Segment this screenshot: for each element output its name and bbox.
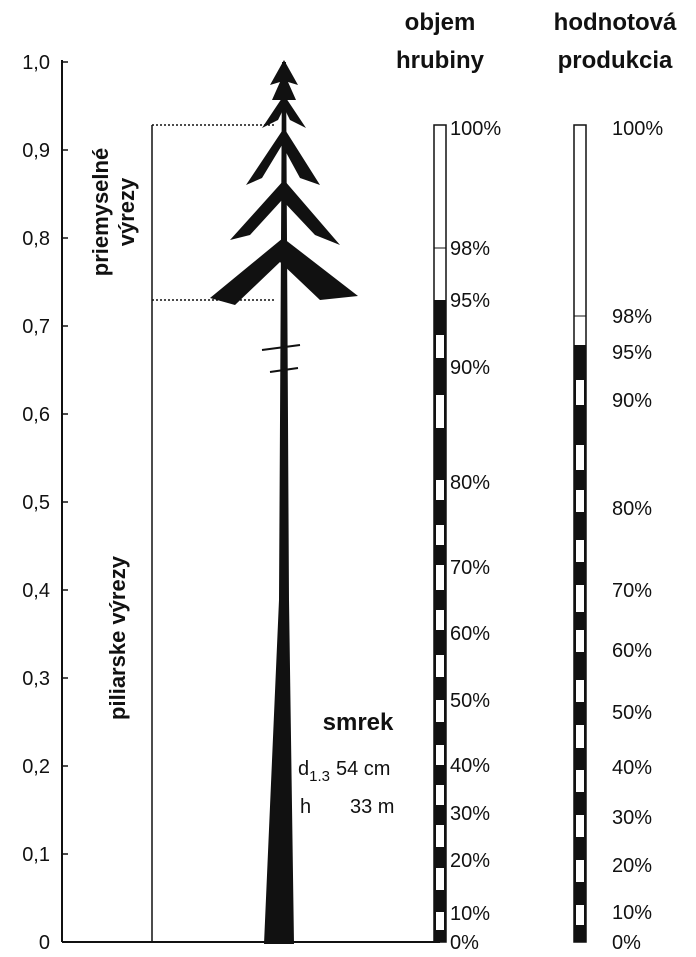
y-tick-label: 0,9 xyxy=(22,140,50,162)
tree xyxy=(210,60,358,944)
scale-white xyxy=(436,610,444,630)
scale-white xyxy=(576,905,584,925)
scale-label: 50% xyxy=(450,690,490,712)
scale-label: 60% xyxy=(612,640,652,662)
scale-label: 20% xyxy=(612,855,652,877)
scale-label: 40% xyxy=(450,755,490,777)
y-tick-label: 0,1 xyxy=(22,844,50,866)
scale-white xyxy=(576,490,584,512)
scale-white xyxy=(576,770,584,792)
scale-white xyxy=(576,585,584,612)
scale-label: 30% xyxy=(612,807,652,829)
scale-white xyxy=(436,525,444,545)
scale-label: 98% xyxy=(450,238,490,260)
scale-label: 0% xyxy=(612,932,641,954)
scale-white xyxy=(436,825,444,847)
y-tick-label: 0,3 xyxy=(22,668,50,690)
y-tick-label: 0 xyxy=(39,932,50,954)
scale-label: 80% xyxy=(450,472,490,494)
scale-label: 10% xyxy=(612,902,652,924)
y-tick-label: 0,6 xyxy=(22,404,50,426)
species: smrek xyxy=(323,709,394,736)
scale-label: 60% xyxy=(450,623,490,645)
scale-header: hodnotová xyxy=(554,9,677,36)
scale-label: 90% xyxy=(450,357,490,379)
scale-label: 0% xyxy=(450,932,479,954)
scale-white xyxy=(576,445,584,470)
scale-label: 95% xyxy=(450,290,490,312)
y-tick-label: 0,4 xyxy=(22,580,50,602)
scale-white xyxy=(436,912,444,930)
scale-label: 100% xyxy=(450,118,501,140)
y-tick-label: 1,0 xyxy=(22,52,50,74)
side-label: priemyselné xyxy=(88,148,113,276)
y-tick-label: 0,2 xyxy=(22,756,50,778)
scale-white xyxy=(576,725,584,748)
side-label: výrezy xyxy=(114,177,139,246)
side-label: piliarske výrezy xyxy=(105,555,130,720)
value: 54 cm xyxy=(336,758,390,780)
scale-white xyxy=(436,335,444,358)
y-tick-label: 0,7 xyxy=(22,316,50,338)
scale-white xyxy=(436,868,444,890)
scale-white xyxy=(576,680,584,702)
scale-label: 30% xyxy=(450,803,490,825)
symbol: d xyxy=(298,758,309,780)
scale-white xyxy=(436,785,444,805)
scale-white xyxy=(436,700,444,722)
height-symbol: h xyxy=(300,796,311,818)
scale-label: 40% xyxy=(612,757,652,779)
scale-label: 20% xyxy=(450,850,490,872)
scale-white xyxy=(576,860,584,882)
scale-white xyxy=(436,565,444,590)
scale-header: hrubiny xyxy=(396,47,485,74)
scale-header: objem xyxy=(405,9,476,36)
scale-white xyxy=(576,630,584,652)
scale-label: 80% xyxy=(612,498,652,520)
scale-label: 90% xyxy=(612,390,652,412)
scale-label: 70% xyxy=(450,557,490,579)
scale-white xyxy=(436,480,444,500)
scale-white xyxy=(576,540,584,562)
scale-white xyxy=(576,380,584,405)
scale-label: 95% xyxy=(612,342,652,364)
y-tick-label: 0,5 xyxy=(22,492,50,514)
scale-label: 70% xyxy=(612,580,652,602)
scale-white xyxy=(436,745,444,765)
scale-white xyxy=(576,815,584,837)
scale-white xyxy=(436,655,444,677)
y-tick-label: 0,8 xyxy=(22,228,50,250)
scale-label: 100% xyxy=(612,118,663,140)
height-value: 33 m xyxy=(350,796,394,818)
scale-label: 50% xyxy=(612,702,652,724)
diameter: d1.3 54 cm xyxy=(298,758,390,785)
subscript: 1.3 xyxy=(309,768,330,785)
scale-header: produkcia xyxy=(558,47,673,74)
scale-label: 98% xyxy=(612,306,652,328)
scale-label: 10% xyxy=(450,903,490,925)
scale-white xyxy=(436,395,444,428)
